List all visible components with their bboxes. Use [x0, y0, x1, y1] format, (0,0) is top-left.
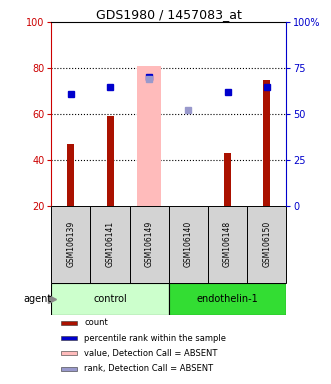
Text: percentile rank within the sample: percentile rank within the sample: [84, 334, 226, 343]
Bar: [51, 206, 90, 283]
Bar: [68, 144, 74, 206]
Text: value, Detection Call = ABSENT: value, Detection Call = ABSENT: [84, 349, 217, 358]
Bar: [247, 206, 286, 283]
Bar: [137, 66, 161, 206]
Bar: [61, 336, 77, 340]
Text: control: control: [93, 294, 127, 304]
Text: GSM106150: GSM106150: [262, 221, 271, 267]
Text: GSM106149: GSM106149: [145, 221, 154, 267]
Bar: [224, 153, 231, 206]
Bar: [130, 206, 169, 283]
Text: endothelin-1: endothelin-1: [197, 294, 259, 304]
Text: GSM106140: GSM106140: [184, 221, 193, 267]
Bar: [61, 321, 77, 325]
Bar: [51, 283, 169, 315]
Bar: [61, 366, 77, 371]
Bar: [208, 206, 247, 283]
Text: rank, Detection Call = ABSENT: rank, Detection Call = ABSENT: [84, 364, 213, 373]
Text: GSM106141: GSM106141: [106, 221, 115, 267]
Title: GDS1980 / 1457083_at: GDS1980 / 1457083_at: [96, 8, 242, 21]
Bar: [90, 206, 130, 283]
Bar: [169, 206, 208, 283]
Text: agent: agent: [24, 294, 52, 304]
Bar: [169, 283, 286, 315]
Text: count: count: [84, 318, 108, 327]
Text: GSM106139: GSM106139: [67, 221, 75, 267]
Text: GSM106148: GSM106148: [223, 221, 232, 267]
Bar: [263, 80, 270, 206]
Bar: [107, 116, 114, 206]
Bar: [61, 351, 77, 356]
